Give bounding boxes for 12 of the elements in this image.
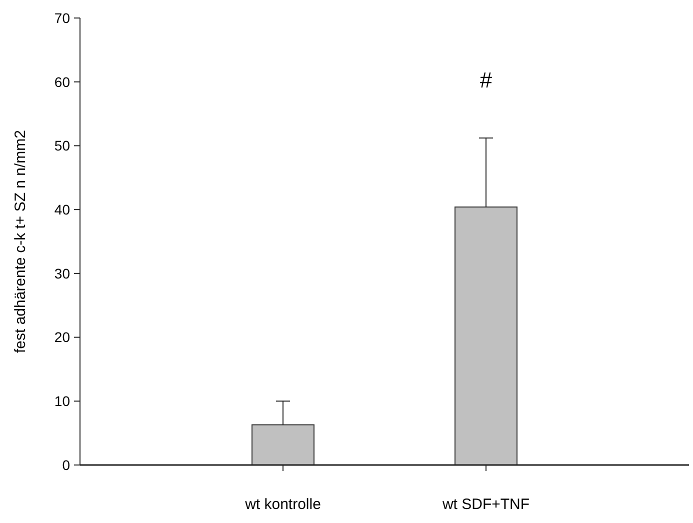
y-tick-label: 30 [54, 265, 70, 282]
y-tick-label: 40 [54, 201, 70, 218]
y-tick-label: 20 [54, 329, 70, 346]
y-tick-label: 10 [54, 393, 70, 410]
annotation: # [480, 68, 493, 93]
x-tick-label: wt kontrolle [244, 496, 321, 513]
x-tick-label: wt SDF+TNF [441, 496, 530, 513]
y-tick-label: 60 [54, 74, 70, 90]
y-tick-label: 70 [54, 10, 70, 26]
y-tick-label: 50 [54, 138, 70, 154]
y-axis-title: fest adhärente c-k t+ SZ n n/mm2 [12, 130, 29, 354]
y-tick-label: 0 [62, 456, 70, 473]
